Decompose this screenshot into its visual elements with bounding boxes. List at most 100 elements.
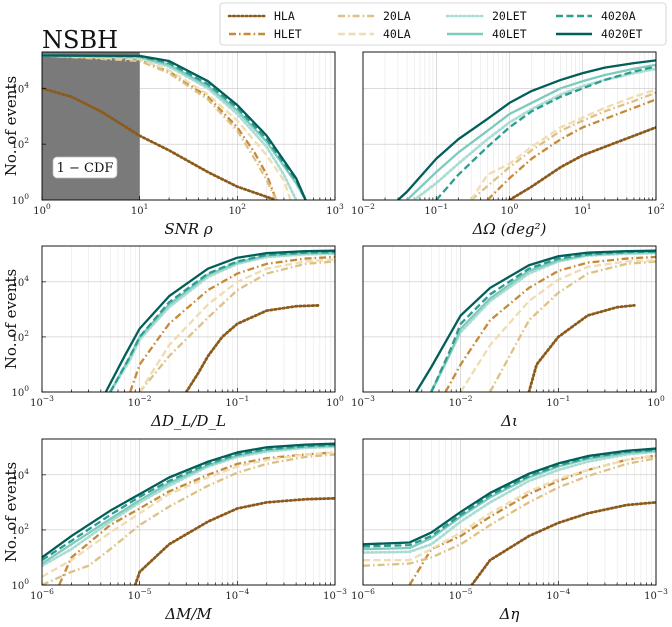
- axes-frame: [362, 438, 657, 586]
- legend-item-hla: HLA: [227, 9, 295, 23]
- x-tick-label: 102: [647, 202, 665, 217]
- legend-label: 20LA: [383, 9, 411, 23]
- series-group: [363, 447, 656, 585]
- series-line-20la: [42, 54, 278, 200]
- series-line-20let: [42, 445, 335, 568]
- x-tick-label: 10−4: [546, 587, 570, 602]
- series-line-20la: [138, 260, 335, 392]
- series-line-4020et: [415, 249, 656, 392]
- x-tick-label: 100: [326, 394, 344, 409]
- series-line-40la: [470, 88, 656, 200]
- series-line-4020et: [42, 54, 307, 200]
- series-line-20la: [470, 91, 656, 200]
- x-tick-label: 10−6: [351, 587, 375, 602]
- legend-item-20let: 20LET: [445, 9, 527, 23]
- series-line-4020et: [42, 442, 335, 559]
- series-line-4020a: [435, 65, 656, 200]
- legend-label: 4020ET: [601, 27, 643, 41]
- panel-snr: 1 − CDF 100 101 102 103 100 102 104 SNR ρ No. of …: [2, 51, 344, 238]
- legend-label: 40LA: [383, 27, 411, 41]
- series-group: [104, 249, 335, 392]
- y-tick-label: 100: [11, 577, 29, 592]
- legend-item-4020et: 4020ET: [556, 27, 643, 41]
- x-tick-label: 10−6: [30, 587, 54, 602]
- series-line-hla: [184, 303, 322, 392]
- series-line-40la: [42, 451, 335, 578]
- cdf-label-box: [52, 156, 118, 179]
- series-line-40let: [406, 63, 656, 200]
- series-line-hla: [133, 496, 335, 585]
- y-tick-label: 104: [11, 274, 29, 289]
- x-tick-label: 100: [33, 202, 51, 217]
- y-tick-label: 102: [11, 329, 29, 344]
- legend: HLA HLET 20LA 40LA 20LET 40LET 4020A 4020ET: [219, 2, 667, 46]
- x-tick-label: 10−5: [449, 587, 473, 602]
- x-tick-label: 102: [229, 202, 247, 217]
- series-line-4020a: [109, 250, 335, 392]
- series-line-4020et: [363, 447, 656, 546]
- axes-frame: [41, 438, 336, 586]
- series-line-hla: [42, 86, 278, 200]
- series-group: [397, 59, 656, 200]
- series-line-40la: [363, 454, 656, 562]
- legend-label: 4020A: [601, 9, 636, 23]
- y-axis-label: No. of events: [2, 462, 20, 562]
- legend-label: 20LET: [492, 9, 527, 23]
- series-line-20let: [363, 450, 656, 555]
- series-group: [415, 249, 656, 392]
- figure-title: NSBH: [42, 26, 118, 54]
- legend-frame: [219, 2, 667, 46]
- axes-frame: [362, 245, 657, 393]
- x-tick-label: 10−3: [30, 394, 54, 409]
- y-axis-label: No. of events: [2, 76, 20, 176]
- x-tick-label: 10−2: [351, 202, 375, 217]
- x-tick-label: 10−3: [323, 587, 347, 602]
- x-axis-label: Δι: [500, 412, 518, 430]
- x-tick-label: 10−2: [449, 394, 473, 409]
- y-tick-label: 104: [11, 467, 29, 482]
- series-line-40let: [430, 250, 656, 392]
- series-line-hla: [527, 303, 636, 392]
- legend-item-20la: 20LA: [338, 9, 411, 23]
- x-axis-label: ΔΩ (deg²): [472, 220, 547, 238]
- series-line-20la: [363, 457, 656, 567]
- series-line-40la: [459, 259, 656, 392]
- series-line-20let: [108, 252, 335, 392]
- series-line-hlet: [129, 255, 335, 392]
- y-tick-label: 102: [11, 522, 29, 537]
- series-line-4020et: [104, 249, 335, 392]
- series-group: [42, 442, 335, 585]
- y-tick-label: 102: [11, 136, 29, 151]
- y-axis-label: No. of events: [2, 269, 20, 369]
- axes-frame: [41, 51, 336, 201]
- x-axis-label: ΔD_L/D_L: [150, 412, 226, 430]
- x-tick-label: 101: [574, 202, 592, 217]
- series-line-4020a: [42, 54, 307, 200]
- x-axis-label: ΔM/M: [164, 605, 212, 623]
- panel-distance: 10−3 10−2 10−1 100 100 102 104 ΔD_L/D_L No. of e…: [2, 245, 344, 430]
- series-line-4020a: [363, 448, 656, 548]
- panel-sky: 10−2 10−1 100 101 102 ΔΩ (deg²): [351, 51, 665, 238]
- legend-label: HLET: [274, 27, 302, 41]
- panel-chirp_mass: 10−6 10−5 10−4 10−3 100 102 104 ΔM/M No. of even…: [2, 438, 347, 623]
- x-axis-label: SNR ρ: [164, 220, 212, 238]
- panels: 1 − CDF 100 101 102 103 100 102 104 SNR ρ No. of …: [2, 51, 668, 623]
- series-line-40la: [138, 258, 335, 392]
- x-tick-label: 10−1: [424, 202, 448, 217]
- legend-item-4020a: 4020A: [556, 9, 636, 23]
- series-line-4020a: [430, 250, 656, 392]
- series-line-40let: [42, 444, 335, 565]
- y-tick-label: 104: [11, 80, 29, 95]
- x-tick-label: 10−3: [644, 587, 668, 602]
- x-tick-label: 10−1: [546, 394, 570, 409]
- panel-eta: 10−6 10−5 10−4 10−3 Δη: [351, 438, 668, 623]
- x-tick-label: 100: [647, 394, 665, 409]
- grid: [41, 439, 336, 586]
- series-line-hlet: [486, 98, 656, 200]
- x-tick-label: 100: [501, 202, 519, 217]
- cdf-label: 1 − CDF: [57, 161, 114, 176]
- series-line-40let: [42, 54, 307, 200]
- panel-inclination: 10−3 10−2 10−1 100 Δι: [351, 245, 665, 430]
- x-tick-label: 10−5: [128, 587, 152, 602]
